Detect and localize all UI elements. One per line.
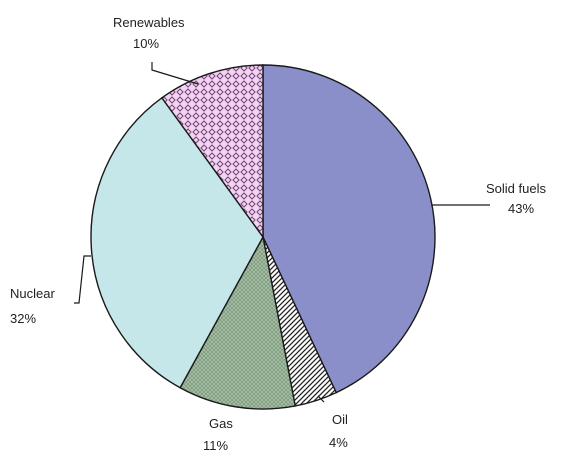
labels-layer: Solid fuels 43% Oil 4% Gas 11% Nuclear 32% Renew… bbox=[10, 15, 546, 453]
leader-lines-layer bbox=[74, 62, 490, 403]
slice-value-nuclear: 32% bbox=[10, 311, 36, 326]
leader-line-renewables bbox=[151, 62, 199, 85]
slice-label-gas: Gas bbox=[209, 416, 233, 431]
slice-label-nuclear: Nuclear bbox=[10, 286, 55, 301]
pie-slice-renewables bbox=[160, 64, 264, 240]
slice-value-gas: 11% bbox=[203, 438, 228, 453]
slice-label-solid-fuels: Solid fuels bbox=[486, 181, 546, 196]
slice-value-solid-fuels: 43% bbox=[508, 201, 534, 216]
slices-layer bbox=[90, 64, 436, 410]
pie-slice-gas bbox=[179, 234, 297, 410]
pie-slice-nuclear bbox=[90, 96, 264, 389]
slice-value-renewables: 10% bbox=[133, 36, 159, 51]
leader-line-oil bbox=[317, 395, 325, 403]
pie-slice-solid-fuels bbox=[262, 64, 436, 394]
slice-value-oil: 4% bbox=[329, 435, 348, 450]
slice-label-renewables: Renewables bbox=[113, 15, 185, 30]
slice-label-oil: Oil bbox=[332, 412, 348, 427]
leader-line-nuclear bbox=[74, 255, 91, 304]
